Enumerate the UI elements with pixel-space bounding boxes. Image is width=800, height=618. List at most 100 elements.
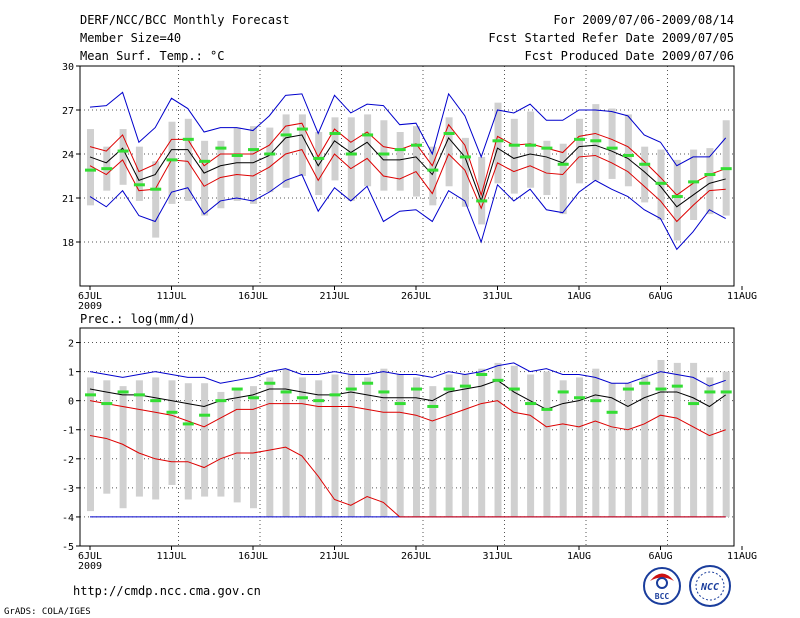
temp-observed-mark (639, 162, 651, 166)
temp-observed-mark (166, 158, 178, 162)
prec-ensemble-box (559, 380, 567, 517)
temp-ensemble-box (217, 140, 225, 209)
temp-observed-mark (622, 153, 634, 157)
prec-xtick-label: 1AUG (567, 551, 591, 562)
prec-ensemble-box (315, 380, 323, 517)
prec-max-line (89, 362, 726, 387)
prec-observed-mark (394, 402, 406, 406)
prec-observed-mark (525, 402, 537, 406)
variable-label: Mean Surf. Temp.: °C (80, 49, 225, 63)
temp-xtick-label: 6AUG (648, 291, 672, 302)
temp-observed-mark (150, 187, 162, 191)
temp-observed-mark (329, 131, 341, 135)
prec-ensemble-box (298, 377, 306, 517)
prec-observed-mark (329, 393, 341, 397)
temp-ensemble-box (364, 114, 372, 187)
temp-observed-mark (117, 149, 129, 153)
prec-ytick-label: -1 (62, 426, 74, 437)
temp-ensemble-box (135, 146, 143, 201)
prec-observed-mark (101, 402, 113, 406)
ncc-logo-text: NCC (700, 582, 719, 593)
temp-observed-mark (443, 131, 455, 135)
temp-ensemble-box (87, 129, 94, 206)
prec-observed-mark (231, 387, 243, 391)
temp-max-line (89, 91, 727, 167)
prec-ensemble-box (266, 377, 274, 517)
prec-ensemble-box (624, 383, 632, 517)
temp-observed-mark (313, 156, 325, 160)
bcc-logo: BCC (643, 567, 681, 605)
temp-ensemble-box (559, 143, 567, 215)
temp-ensemble-box (624, 114, 632, 187)
prec-ensemble-box (217, 391, 225, 497)
temp-observed-mark (378, 152, 390, 156)
prec-observed-mark (166, 410, 178, 414)
precip-label: Prec.: log(mm/d) (80, 312, 196, 326)
prec-observed-mark (280, 390, 292, 394)
temp-ytick-label: 18 (62, 238, 74, 249)
temp-ensemble-box (250, 126, 257, 204)
prec-xtick-label: 16JUL (238, 551, 268, 562)
temp-observed-mark (508, 143, 520, 147)
temp-ensemble-box (527, 111, 535, 188)
temp-ensemble-box (576, 118, 583, 184)
prec-xtick-label: 6JUL (78, 551, 102, 562)
temp-observed-mark (590, 139, 602, 143)
prec-ensemble-box (87, 377, 94, 512)
prec-observed-mark (476, 373, 488, 377)
temp-ensemble-box (282, 114, 290, 188)
temp-ytick-label: 21 (62, 194, 74, 205)
prec-observed-mark (557, 390, 569, 394)
prec-ensemble-box (543, 371, 551, 517)
temp-observed-mark (133, 183, 145, 187)
prec-q1-line (89, 435, 726, 518)
prec-observed-mark (459, 384, 471, 388)
temp-observed-mark (182, 137, 194, 141)
temp-observed-mark (427, 168, 439, 172)
temp-xtick-label: 6JUL (78, 291, 102, 302)
temp-ensemble-box (331, 117, 339, 181)
prec-ytick-label: 0 (68, 397, 74, 408)
temp-observed-mark (459, 155, 471, 159)
temp-ensemble-box (315, 132, 323, 196)
prec-ensemble-box (184, 383, 192, 500)
ncc-logo: NCC (689, 565, 731, 607)
prec-observed-mark (378, 390, 390, 394)
prec-ensemble-box (135, 380, 143, 497)
prec-ensemble-box (282, 368, 290, 517)
prec-observed-mark (117, 390, 129, 394)
prec-observed-mark (411, 387, 422, 391)
prec-xtick-label: 26JUL (401, 551, 431, 562)
chart-title: DERF/NCC/BCC Monthly Forecast (80, 13, 290, 27)
prec-observed-mark (541, 407, 553, 411)
forecast-produced: Fcst Produced Date 2009/07/06 (524, 49, 734, 63)
prec-ensemble-box (233, 389, 241, 503)
prec-xtick-year: 2009 (78, 561, 102, 572)
prec-ensemble-box (706, 377, 714, 517)
prec-ensemble-box (461, 374, 469, 517)
member-size: Member Size=40 (80, 31, 181, 45)
temp-ensemble-box (233, 127, 241, 201)
prec-observed-mark (508, 387, 520, 391)
grads-credit: GrADS: COLA/IGES (4, 607, 91, 617)
prec-ensemble-box (527, 374, 535, 517)
temp-ensemble-box (201, 140, 209, 216)
temp-ytick-label: 24 (62, 150, 74, 161)
temp-observed-mark (704, 173, 716, 177)
prec-ensemble-box (445, 374, 453, 517)
prec-observed-mark (590, 399, 602, 403)
temp-observed-mark (248, 148, 259, 152)
forecast-period: For 2009/07/06-2009/08/14 (553, 13, 734, 27)
temp-xtick-label: 26JUL (401, 291, 431, 302)
temp-observed-mark (541, 146, 553, 150)
temp-observed-mark (720, 167, 732, 171)
temp-xtick-label: 31JUL (482, 291, 512, 302)
prec-observed-mark (345, 387, 357, 391)
prec-observed-mark (639, 381, 651, 385)
prec-observed-mark (720, 390, 732, 394)
prec-ensemble-box (494, 362, 502, 517)
prec-xtick-label: 6AUG (648, 551, 672, 562)
temp-observed-mark (101, 167, 113, 171)
prec-ensemble-box (119, 386, 127, 509)
